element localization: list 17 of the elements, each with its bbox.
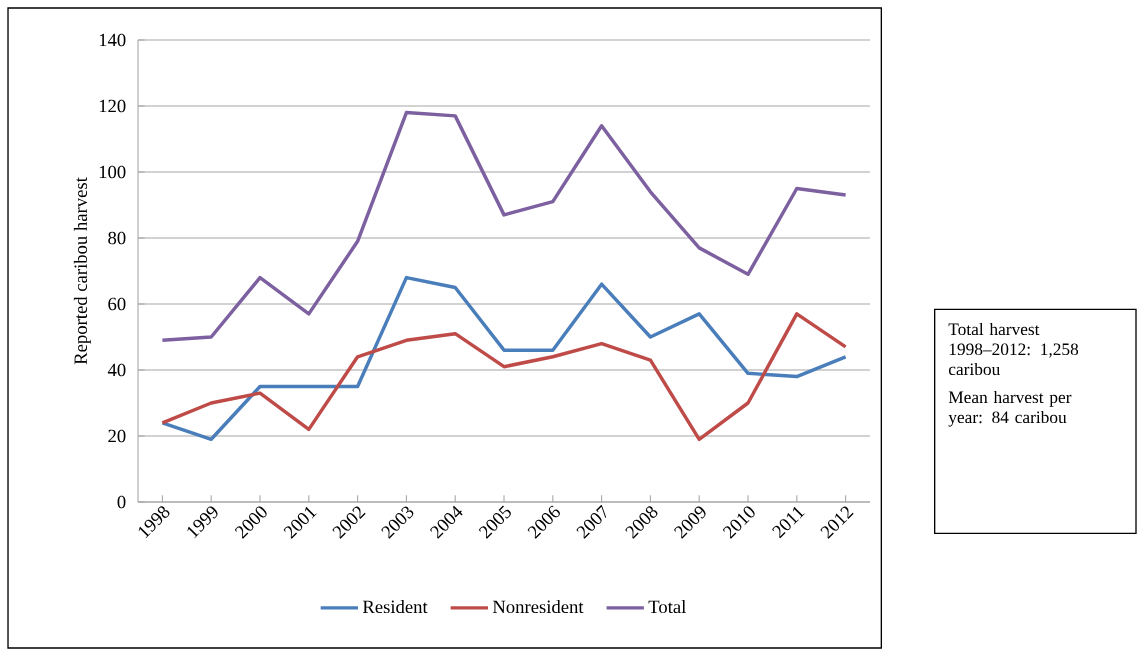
text: Mean harvest per year: 84 caribou	[948, 390, 1072, 427]
y-axis-title: Reported caribou harvest	[73, 177, 91, 365]
line-series	[160, 110, 848, 343]
y-tick-label: 40	[107, 363, 126, 377]
y-tick-label: 60	[108, 297, 126, 311]
text: Total harvest 1998–2012: 1,258 caribou	[948, 322, 1079, 376]
y-tick-label: 80	[108, 231, 126, 245]
x-tick-label: 2011	[772, 506, 805, 539]
y-tick-label: 120	[99, 99, 126, 113]
legend-label: Total	[648, 599, 686, 614]
y-tick-label: 20	[108, 429, 126, 443]
legend-label: Resident	[362, 599, 428, 614]
y-tick-label: 0	[117, 495, 126, 509]
legend-label: Nonresident	[492, 599, 584, 614]
y-tick-label: 100	[99, 165, 126, 179]
y-tick-label: 140	[99, 33, 126, 47]
line-series	[160, 312, 848, 442]
